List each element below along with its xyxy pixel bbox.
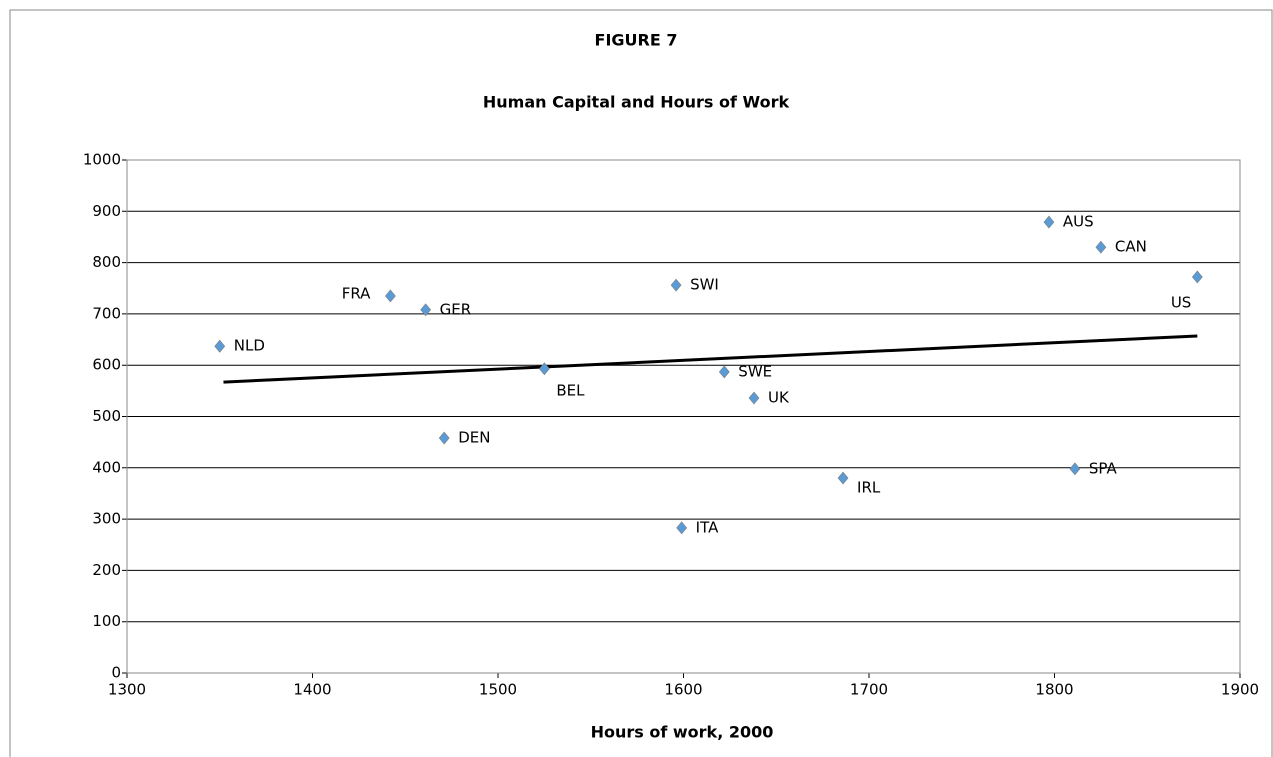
chart-subtitle: Human Capital and Hours of Work <box>483 93 790 112</box>
y-tick-label: 200 <box>92 561 121 579</box>
trend-line <box>223 334 1198 384</box>
y-tick-label: 700 <box>92 304 121 322</box>
point-label: ITA <box>696 518 719 536</box>
point <box>676 521 688 535</box>
y-tick-label: 600 <box>92 356 121 374</box>
chart-title: FIGURE 7 <box>595 31 678 50</box>
point <box>420 303 432 317</box>
x-tick-label: 1400 <box>293 681 331 699</box>
x-tick-label: 1900 <box>1221 681 1259 699</box>
x-tick-label: 1800 <box>1035 681 1073 699</box>
point <box>837 471 849 485</box>
point-label: US <box>1171 293 1192 311</box>
point-label: BEL <box>556 381 585 399</box>
point-label: SWI <box>690 276 719 294</box>
point <box>1043 215 1055 229</box>
point-label: IRL <box>857 479 881 497</box>
point <box>670 278 682 292</box>
x-axis-title: Hours of work, 2000 <box>591 723 774 742</box>
point <box>718 365 730 379</box>
point <box>438 431 450 445</box>
point-label: FRA <box>342 284 371 302</box>
y-tick-label: 300 <box>92 510 121 528</box>
point <box>214 339 226 353</box>
point-label: UK <box>768 389 790 407</box>
x-tick-label: 1300 <box>108 681 146 699</box>
x-tick-label: 1500 <box>479 681 517 699</box>
y-tick-label: 800 <box>92 253 121 271</box>
point <box>1191 270 1203 284</box>
chart-frame <box>9 9 1273 757</box>
point-label: SWE <box>738 362 772 380</box>
point-label: NLD <box>234 337 265 355</box>
point-label: GER <box>440 300 472 318</box>
point <box>538 362 550 376</box>
point <box>385 289 396 303</box>
y-tick-label: 1000 <box>83 151 121 169</box>
plot-border <box>126 159 1241 674</box>
y-tick-label: 500 <box>92 407 121 425</box>
point-label: SPA <box>1089 459 1118 477</box>
y-tick-label: 900 <box>92 202 121 220</box>
y-tick-label: 400 <box>92 458 121 476</box>
point <box>748 391 760 405</box>
y-tick-label: 0 <box>111 664 121 682</box>
point <box>1069 462 1081 476</box>
point-label: DEN <box>458 429 490 447</box>
point-label: AUS <box>1063 213 1094 231</box>
point-label: CAN <box>1115 238 1147 256</box>
x-tick-label: 1600 <box>664 681 702 699</box>
x-tick-label: 1700 <box>850 681 888 699</box>
y-tick-label: 100 <box>92 612 121 630</box>
point <box>1095 240 1107 254</box>
